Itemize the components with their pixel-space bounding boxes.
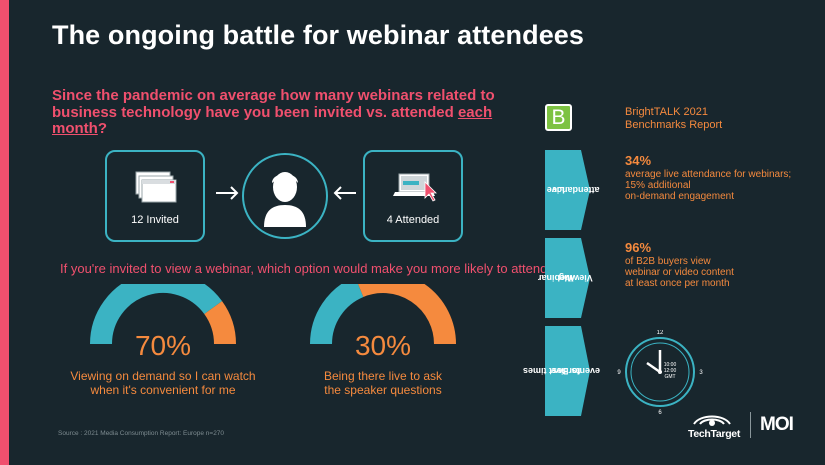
attendee-avatar	[242, 153, 328, 239]
gauge-caption-on-demand: Viewing on demand so I can watch when it…	[53, 369, 273, 397]
question-mark: ?	[97, 120, 107, 137]
gauge-on-demand	[90, 284, 236, 344]
clock-zone: GMT	[664, 374, 675, 380]
moi-logo: MOI	[760, 414, 794, 435]
clock-time-2: 12:00	[664, 368, 677, 374]
gauge-percent-on-demand: 70%	[134, 330, 192, 361]
gauge-caption-live: Being there live to ask the speaker ques…	[273, 369, 493, 397]
laptop-click-icon	[393, 173, 437, 202]
tab-label-line: attendance	[552, 185, 600, 195]
person-icon	[264, 172, 306, 227]
invitations-icon	[135, 171, 177, 203]
tab-webinar-viewing-shape	[545, 238, 590, 318]
stat-percent-live: 34%	[625, 153, 652, 168]
report-line: BrightTALK 2021	[625, 106, 708, 118]
caption-line: when it's convenient for me	[90, 383, 236, 397]
gauge-percent-live: 30%	[354, 330, 412, 361]
techtarget-eye-icon	[693, 415, 731, 426]
stat-desc-live: average live attendance for webinars; 15…	[625, 169, 791, 202]
stat-desc-viewing: of B2B buyers view webinar or video cont…	[625, 256, 734, 289]
clock-time-1: 10:00	[664, 362, 677, 368]
stat-percent-viewing: 96%	[625, 240, 652, 255]
stat-line: of B2B buyers view	[625, 256, 711, 267]
accent-bar	[0, 0, 9, 465]
survey-question: Since the pandemic on average how many w…	[52, 87, 542, 138]
question-emphasis: each month	[52, 103, 493, 137]
clock-6: 6	[658, 410, 662, 414]
attended-box: 4 Attended	[363, 150, 463, 242]
page-title: The ongoing battle for webinar attendees	[52, 20, 585, 50]
clock-3: 3	[699, 370, 703, 376]
clock-9: 9	[617, 370, 621, 376]
report-line: Benchmarks Report	[625, 119, 723, 131]
tab-best-times: Best times for live events	[523, 326, 600, 416]
clock-icon: 12 3 6 9 10:00 12:00 GMT	[617, 330, 703, 414]
invited-label: 12 Invited	[131, 214, 179, 226]
caption-line: the speaker questions	[324, 383, 442, 397]
report-title: BrightTALK 2021 Benchmarks Report	[625, 106, 722, 132]
tab-best-times-shape	[545, 326, 590, 416]
tab-label-line: events	[571, 366, 601, 376]
stat-line: at least once per month	[625, 278, 730, 289]
stat-line: on-demand engagement	[625, 191, 734, 202]
stat-line: 15% additional	[625, 180, 691, 191]
tab-live-attendance: Live attendance	[547, 150, 600, 230]
caption-line: Viewing on demand so I can watch	[70, 369, 256, 383]
sub-question: If you're invited to view a webinar, whi…	[60, 261, 555, 276]
stat-line: average live attendance for webinars;	[625, 169, 792, 180]
techtarget-logo: TechTarget	[688, 428, 741, 440]
stat-line: webinar or video content	[625, 267, 734, 278]
caption-line: Being there live to ask	[323, 369, 443, 383]
tab-live-attendance-shape	[545, 150, 590, 230]
arrow-left-icon	[333, 186, 356, 200]
tab-label-line: Viewing	[559, 273, 593, 283]
source-note: Source : 2021 Media Consumption Report: …	[58, 430, 225, 437]
question-text: Since the pandemic on average how many w…	[52, 87, 495, 121]
arrow-right-icon	[216, 186, 239, 200]
invited-box: 12 Invited	[105, 150, 205, 242]
logo-divider	[750, 412, 751, 438]
clock-12: 12	[657, 330, 664, 336]
attended-label: 4 Attended	[386, 214, 440, 226]
tab-webinar-viewing: Webinar Viewing	[538, 238, 593, 318]
gauge-live	[310, 284, 456, 344]
brighttalk-logo: B	[545, 104, 572, 131]
